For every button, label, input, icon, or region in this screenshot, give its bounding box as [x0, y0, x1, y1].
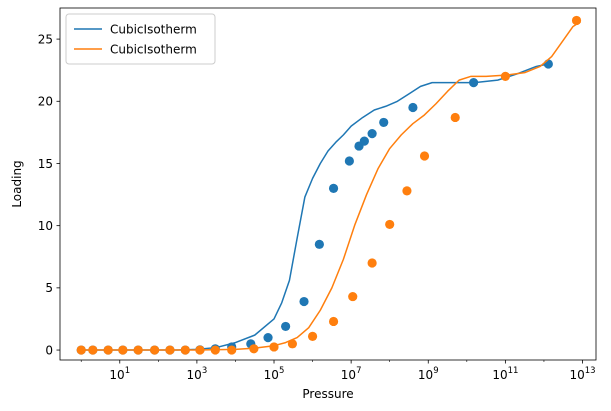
x-tick-base: 10 — [569, 368, 584, 382]
series-1-point — [379, 117, 389, 128]
x-tick-exponent: 13 — [585, 366, 596, 376]
series-1-point — [299, 296, 309, 307]
series-1-point — [281, 321, 291, 332]
y-tick-label: 25 — [38, 32, 53, 46]
x-axis: 101 103 105 107 109 1011 1013 — [80, 360, 596, 382]
x-axis-label: Pressure — [302, 387, 353, 401]
series-2-point — [419, 151, 430, 161]
x-tick-exponent: 3 — [202, 366, 207, 376]
series-1-point — [344, 156, 354, 166]
y-tick-label: 10 — [38, 219, 53, 233]
series-2-point — [328, 316, 339, 327]
series-2-point — [571, 15, 582, 26]
x-tick-base: 10 — [492, 368, 507, 382]
series-1-point — [367, 129, 377, 139]
series-2-point — [165, 345, 175, 355]
x-tick-label: 1013 — [569, 366, 595, 382]
legend-label: CubicIsotherm — [110, 22, 197, 36]
series-2-point — [227, 345, 237, 355]
series-1-point — [543, 59, 553, 69]
series-2-point — [287, 339, 298, 349]
series-1-point — [328, 183, 339, 193]
plot-frame — [59, 7, 597, 361]
series-2-point — [269, 342, 279, 352]
series-layer — [76, 15, 582, 355]
series-2-point — [367, 258, 377, 268]
series-2-point — [118, 345, 128, 355]
series-2 — [76, 15, 582, 355]
series-2-point — [103, 345, 113, 355]
y-axis: 0 5 10 15 20 25 — [38, 32, 60, 357]
x-tick-base: 10 — [341, 368, 356, 382]
x-tick-label: 1011 — [492, 366, 518, 382]
y-axis-label: Loading — [10, 160, 24, 207]
y-tick-label: 5 — [45, 281, 53, 295]
legend: CubicIsotherm CubicIsotherm — [65, 13, 216, 65]
series-1 — [76, 59, 553, 355]
series-2-point — [402, 186, 412, 196]
series-2-point — [149, 345, 160, 355]
series-1-point — [314, 239, 324, 249]
x-tick-exponent: 7 — [356, 366, 361, 376]
series-2-point — [249, 344, 259, 354]
series-2-point — [180, 345, 190, 355]
series-2-point — [195, 345, 205, 355]
x-tick-label: 105 — [264, 366, 285, 382]
x-tick-base: 10 — [264, 368, 279, 382]
x-tick-label: 107 — [341, 366, 362, 382]
series-1-point — [408, 102, 418, 113]
series-2-point — [385, 219, 395, 230]
x-tick-exponent: 5 — [279, 366, 284, 376]
series-2-point — [133, 345, 143, 355]
x-tick-base: 10 — [187, 368, 202, 382]
series-2-point — [450, 112, 460, 123]
x-tick-exponent: 11 — [508, 366, 519, 376]
series-2-point — [76, 345, 86, 355]
x-tick-label: 103 — [187, 366, 208, 382]
series-2-point — [348, 291, 358, 302]
x-tick-label: 101 — [109, 366, 130, 382]
x-tick-base: 10 — [418, 368, 433, 382]
series-1-point — [359, 136, 369, 146]
x-tick-base: 10 — [109, 368, 124, 382]
x-tick-exponent: 1 — [125, 366, 130, 376]
series-2-point — [500, 71, 510, 82]
x-tick-label: 109 — [418, 366, 439, 382]
series-1-line — [81, 63, 548, 351]
y-tick-label: 0 — [45, 343, 53, 357]
legend-label: CubicIsotherm — [110, 42, 197, 56]
series-2-point — [88, 345, 98, 355]
series-1-point — [469, 78, 479, 88]
series-1-point — [263, 333, 273, 343]
series-2-point — [307, 331, 318, 341]
legend-box — [65, 13, 216, 65]
x-tick-exponent: 9 — [433, 366, 438, 376]
y-tick-label: 20 — [38, 95, 53, 109]
y-tick-label: 15 — [38, 157, 53, 171]
series-2-point — [210, 345, 220, 355]
